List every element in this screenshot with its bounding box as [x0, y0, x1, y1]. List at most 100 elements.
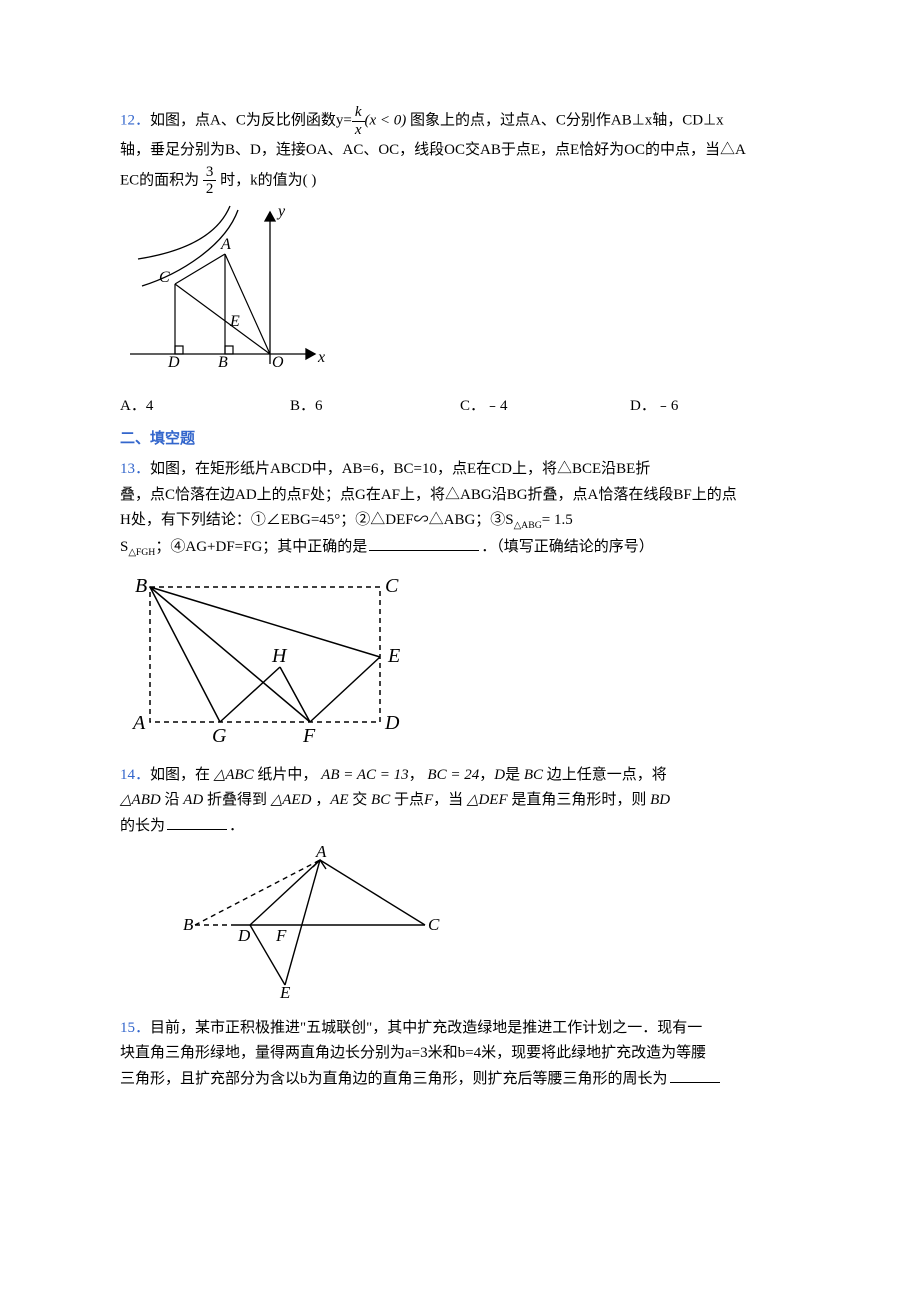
q12-option-a: A．4	[120, 394, 290, 420]
label-O: O	[272, 354, 284, 371]
q14-eq2: BC = 24	[427, 767, 479, 783]
q12-options: A．4 B．6 C．﹣4 D．﹣6	[120, 394, 800, 420]
q14-l2c: ，	[311, 792, 330, 808]
q14-l1b: 纸片中，	[257, 767, 317, 783]
q13-svg: B C E D A G F H	[120, 567, 420, 747]
q13-figure: B C E D A G F H	[120, 567, 800, 757]
q14-label-D: D	[237, 926, 251, 945]
q13-number: 13．	[120, 461, 150, 477]
q13-label-B: B	[135, 575, 147, 597]
q14-l2b: 折叠得到	[203, 792, 271, 808]
label-C: C	[159, 269, 170, 286]
q13-label-G: G	[212, 725, 227, 747]
q14-line-3: 的长为 ．	[120, 814, 800, 840]
q14-tri-abd: △ABD	[120, 792, 161, 808]
q12-fraction-32: 3 2	[203, 164, 217, 198]
question-12: 12．如图，点A、C为反比例函数y= k x (x < 0) 图象上的点，过点A…	[120, 104, 800, 198]
q13-l3b: = 1.5	[542, 512, 573, 528]
q12-line-2: 轴，垂足分别为B、D，连接OA、AC、OC，线段OC交AB于点E，点E恰好为OC…	[120, 138, 800, 164]
q15-l1: 目前，某市正积极推进"五城联创"，其中扩充改造绿地是推进工作计划之一．现有一	[150, 1020, 702, 1036]
q13-l4c: ．（填写正确结论的序号）	[481, 539, 654, 555]
label-y: y	[276, 204, 286, 220]
q13-sub1: △ABG	[514, 520, 542, 531]
q12-frac2-top: 3	[203, 164, 217, 182]
q12-curve-group	[138, 206, 238, 364]
q14-l2g: ，当	[433, 792, 467, 808]
q13-l4b: ；④AG+DF=FG；其中正确的是	[155, 539, 367, 555]
q14-l1c: ，	[409, 767, 424, 783]
q12-frac-bot: x	[352, 122, 365, 139]
q13-label-F: F	[302, 725, 316, 747]
q14-lines	[195, 860, 425, 985]
q12-fraction-kx: k x	[352, 104, 365, 138]
question-14: 14．如图，在 △ABC 纸片中， AB = AC = 13， BC = 24，…	[120, 763, 800, 840]
q13-labels: B C E D A G F H	[131, 575, 400, 747]
q12-number: 12．	[120, 112, 150, 128]
q13-label-A: A	[131, 712, 146, 734]
q14-figure: A B C D F E	[180, 845, 800, 1010]
q15-number: 15．	[120, 1020, 150, 1036]
page: 12．如图，点A、C为反比例函数y= k x (x < 0) 图象上的点，过点A…	[0, 0, 920, 1158]
question-15: 15．目前，某市正积极推进"五城联创"，其中扩充改造绿地是推进工作计划之一．现有…	[120, 1016, 800, 1093]
q14-l2h: 是直角三角形时，则	[508, 792, 651, 808]
q15-l2: 块直角三角形绿地，量得两直角边长分别为a=3米和b=4米，现要将此绿地扩充改造为…	[120, 1041, 800, 1067]
q12-frac2-bot: 2	[203, 181, 217, 198]
q13-l1: 如图，在矩形纸片ABCD中，AB=6，BC=10，点E在CD上，将△BCE沿BE…	[150, 461, 650, 477]
q13-l2: 叠，点C恰落在边AD上的点F处；点G在AF上，将△ABG沿BG折叠，点A恰落在线…	[120, 483, 800, 509]
q14-label-A: A	[315, 845, 327, 861]
label-B: B	[218, 354, 228, 371]
q13-l3: H处，有下列结论：①∠EBG=45°；②△DEF∽△ABG；③S△ABG= 1.…	[120, 508, 800, 535]
q14-tri-def: △DEF	[467, 792, 508, 808]
q12-figure: y x O B D C A E	[120, 204, 800, 389]
q13-l3a: H处，有下列结论：①∠EBG=45°；②△DEF∽△ABG；③S	[120, 512, 514, 528]
q14-l3b: ．	[229, 818, 244, 834]
q12-svg: y x O B D C A E	[120, 204, 330, 379]
q14-AD: AD	[183, 792, 203, 808]
q14-label-B: B	[183, 915, 194, 934]
q14-label-E: E	[279, 983, 291, 1000]
q13-blank	[369, 550, 479, 551]
q13-lines	[150, 587, 380, 722]
q14-tri-aed: △AED	[271, 792, 312, 808]
q12-line-3: EC的面积为 3 2 时，k的值为( )	[120, 164, 800, 198]
q14-number: 14．	[120, 767, 150, 783]
q14-BC: BC	[524, 767, 543, 783]
q14-blank	[167, 829, 227, 830]
q15-blank	[670, 1082, 720, 1083]
q13-l4: S△FGH；④AG+DF=FG；其中正确的是．（填写正确结论的序号）	[120, 535, 800, 562]
q14-l1a: 如图，在	[150, 767, 210, 783]
label-x: x	[317, 349, 325, 366]
q14-l1d: ，	[479, 767, 494, 783]
q13-sub2: △FGH	[128, 547, 155, 558]
q14-D: D	[494, 767, 505, 783]
q12-frac-top: k	[352, 104, 365, 122]
question-13: 13．如图，在矩形纸片ABCD中，AB=6，BC=10，点E在CD上，将△BCE…	[120, 457, 800, 561]
q13-label-D: D	[384, 712, 400, 734]
q14-label-F: F	[275, 926, 287, 945]
q14-AE: AE	[330, 792, 348, 808]
q15-l3a: 三角形，且扩充部分为含以b为直角边的直角三角形，则扩充后等腰三角形的周长为	[120, 1071, 668, 1087]
q14-svg: A B C D F E	[180, 845, 440, 1000]
q13-label-E: E	[387, 645, 400, 667]
q14-l2d: 交	[349, 792, 372, 808]
q12-option-b: B．6	[290, 394, 460, 420]
q14-l1f: 是	[505, 767, 520, 783]
q14-l1h: 边上任意一点，将	[543, 767, 667, 783]
q13-label-H: H	[271, 645, 288, 667]
label-A: A	[220, 236, 231, 253]
q12-axes	[130, 212, 315, 364]
q14-BC2: BC	[371, 792, 390, 808]
q14-BD: BD	[650, 792, 670, 808]
q12-labels: y x O B D C A E	[159, 204, 325, 371]
q14-label-C: C	[428, 915, 440, 934]
q14-l2a: 沿	[161, 792, 184, 808]
label-E: E	[229, 313, 240, 330]
q13-label-C: C	[385, 575, 399, 597]
q14-l2e: 于点	[390, 792, 424, 808]
q14-l3a: 的长为	[120, 818, 165, 834]
q14-F: F	[424, 792, 433, 808]
q14-line-2: △ABD 沿 AD 折叠得到 △AED ，AE 交 BC 于点F，当 △DEF …	[120, 788, 800, 814]
q14-eq1: AB = AC = 13	[321, 767, 408, 783]
q14-tri-abc: △ABC	[214, 767, 254, 783]
q12-line3b: 时，k的值为( )	[216, 172, 316, 188]
